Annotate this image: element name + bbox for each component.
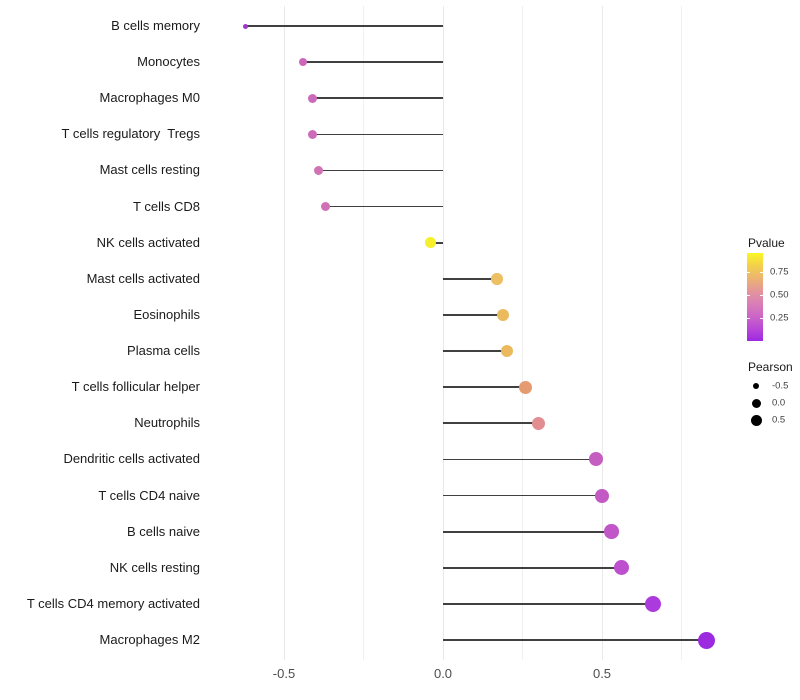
- data-point: [308, 93, 318, 103]
- lollipop-stem: [325, 205, 443, 208]
- lollipop-stem: [312, 97, 443, 100]
- y-axis-label: Neutrophils: [134, 415, 200, 431]
- lollipop-stem: [303, 61, 443, 63]
- lollipop-stem: [443, 530, 612, 533]
- y-axis-label: Mast cells resting: [99, 162, 200, 178]
- y-axis-label: T cells CD8: [133, 198, 200, 214]
- x-axis-tick-label: 0.0: [433, 666, 453, 681]
- colorbar-tick-label: 0.50: [770, 289, 789, 301]
- data-point: [698, 631, 716, 649]
- size-legend-label: 0.5: [772, 414, 786, 426]
- y-axis-label: T cells CD4 naive: [98, 487, 200, 503]
- colorbar-tick-mark: [747, 272, 750, 273]
- lollipop-stem: [443, 639, 707, 641]
- gridline-x--0.5: [283, 6, 285, 660]
- data-point: [320, 201, 331, 212]
- lollipop-stem: [443, 314, 504, 316]
- lollipop-stem: [312, 133, 443, 136]
- y-axis-label: B cells naive: [127, 523, 200, 539]
- lollipop-stem: [443, 422, 539, 425]
- data-point: [298, 57, 308, 67]
- y-axis-label: Mast cells activated: [86, 270, 200, 286]
- pvalue-colorbar: [747, 253, 763, 341]
- x-axis-tick-label: -0.5: [272, 666, 296, 681]
- gridline-x-0.5: [601, 6, 603, 660]
- y-axis-label: T cells regulatory Tregs: [61, 126, 200, 142]
- y-axis-label: T cells follicular helper: [71, 379, 200, 395]
- lollipop-stem: [443, 458, 596, 461]
- data-point: [531, 416, 546, 431]
- y-axis-label: NK cells resting: [109, 559, 200, 575]
- y-axis-label: Eosinophils: [133, 306, 201, 322]
- lollipop-stem: [245, 25, 443, 27]
- lollipop-stem: [318, 169, 443, 172]
- y-axis-label: Dendritic cells activated: [63, 451, 200, 467]
- lollipop-stem: [443, 386, 526, 389]
- size-legend-dot: [753, 383, 759, 389]
- colorbar-tick-mark: [760, 272, 763, 273]
- lollipop-stem: [443, 494, 602, 497]
- lollipop-stem: [443, 350, 507, 352]
- y-axis-label: Plasma cells: [127, 343, 200, 359]
- lollipop-stem: [430, 241, 443, 244]
- data-point: [604, 524, 619, 539]
- colorbar-tick-mark: [747, 318, 750, 320]
- data-point: [497, 308, 510, 321]
- colorbar-tick-label: 0.75: [770, 266, 789, 278]
- data-point: [644, 595, 661, 612]
- data-point: [308, 129, 318, 139]
- colorbar-tick-mark: [760, 318, 763, 320]
- gridline-x-0.25: [522, 6, 523, 660]
- colorbar-tick-label: 0.25: [770, 312, 789, 324]
- y-axis-label: T cells CD4 memory activated: [26, 595, 200, 611]
- data-point: [500, 345, 513, 358]
- gridline-x-0.75: [681, 6, 682, 660]
- pvalue-legend-title: Pvalue: [748, 236, 785, 250]
- colorbar-tick-mark: [747, 294, 750, 296]
- lollipop-stem: [443, 603, 653, 605]
- pearson-legend-title: Pearson: [748, 360, 793, 374]
- y-axis-label: B cells memory: [111, 18, 200, 33]
- size-legend-dot: [750, 414, 762, 426]
- colorbar-tick-mark: [760, 294, 763, 296]
- size-legend-dot: [751, 398, 761, 408]
- data-point: [613, 560, 629, 576]
- size-legend-label: -0.5: [772, 380, 789, 392]
- y-axis-label: Macrophages M0: [99, 90, 200, 106]
- data-point: [519, 380, 533, 394]
- data-point: [595, 488, 609, 503]
- gridline-x-0: [442, 6, 444, 660]
- lollipop-stem: [443, 277, 498, 280]
- data-point: [243, 23, 249, 29]
- x-axis-tick-label: 0.5: [592, 666, 612, 681]
- lollipop-stem: [443, 566, 622, 569]
- y-axis-label: Monocytes: [137, 54, 200, 70]
- data-point: [588, 452, 603, 467]
- data-point: [424, 237, 436, 249]
- data-point: [314, 165, 324, 175]
- y-axis-label: NK cells activated: [96, 234, 200, 250]
- data-point: [491, 273, 503, 285]
- gridline-x--0.25: [363, 6, 364, 660]
- size-legend-label: 0.0: [772, 397, 786, 409]
- y-axis-label: Macrophages M2: [99, 632, 200, 648]
